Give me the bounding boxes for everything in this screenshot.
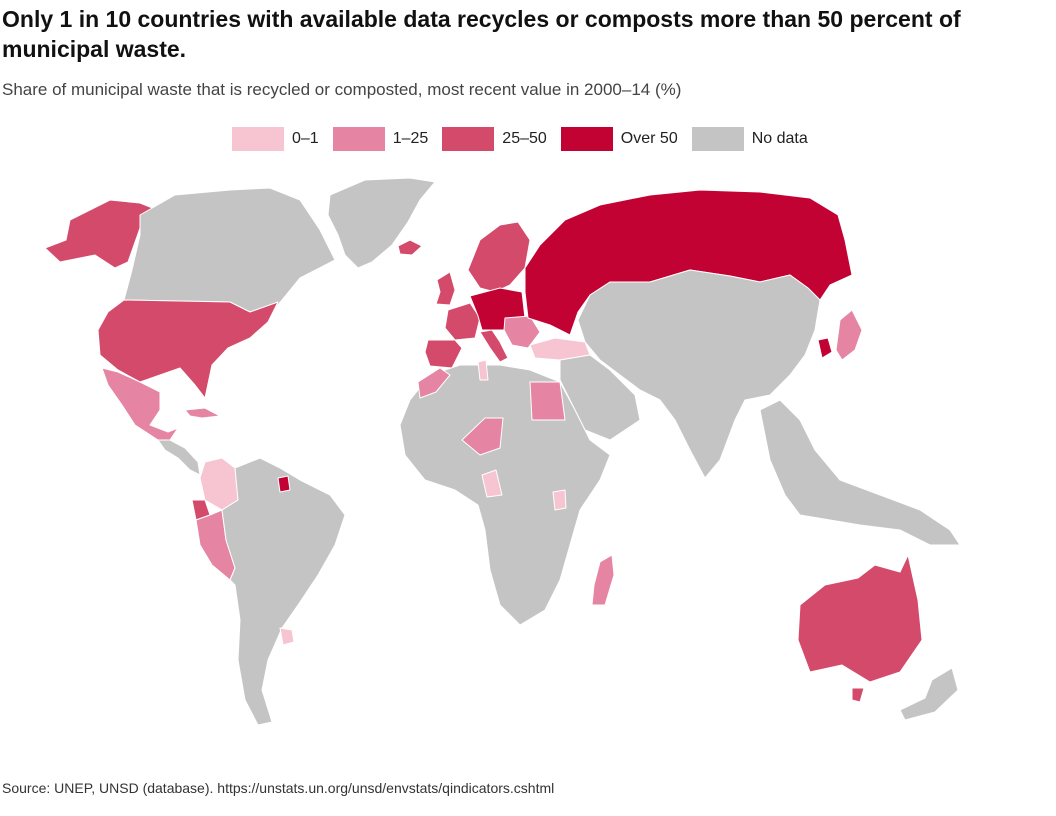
source-note: Source: UNEP, UNSD (database). https://u… — [2, 780, 555, 796]
legend-item-over-50: Over 50 — [560, 127, 678, 151]
region-asia-other — [577, 269, 821, 479]
region-africa-other — [399, 364, 611, 626]
region-iberia — [424, 339, 463, 369]
region-middle-east — [559, 354, 641, 441]
legend: 0–1 1–25 25–50 Over 50 No data — [232, 127, 822, 151]
region-new-zealand — [899, 667, 959, 721]
world-map — [44, 177, 961, 726]
region-south-america-other — [221, 457, 346, 726]
legend-swatch — [560, 127, 613, 151]
region-scandinavia — [467, 221, 531, 293]
region-united-states — [97, 299, 279, 399]
region-alaska — [44, 199, 166, 269]
region-madagascar — [591, 554, 615, 606]
legend-swatch — [691, 127, 744, 151]
legend-item-no-data: No data — [691, 127, 808, 151]
legend-label: 0–1 — [292, 130, 319, 147]
region-japan — [835, 309, 863, 361]
region-italy — [479, 329, 509, 363]
region-uruguay — [279, 627, 295, 646]
region-french-guiana — [277, 475, 291, 493]
region-united-kingdom — [435, 271, 456, 306]
legend-label: 1–25 — [392, 130, 429, 147]
legend-label: No data — [751, 130, 808, 147]
region-australia — [797, 554, 923, 683]
region-cuba — [184, 407, 221, 419]
chart-title: Only 1 in 10 countries with available da… — [2, 6, 961, 62]
legend-label: 25–50 — [502, 130, 547, 147]
legend-label: Over 50 — [620, 130, 678, 147]
legend-item-25-50: 25–50 — [442, 127, 547, 151]
region-tasmania — [851, 687, 865, 703]
region-iceland — [397, 239, 423, 256]
region-canada — [123, 187, 336, 313]
region-tunisia — [477, 359, 489, 381]
legend-item-1-25: 1–25 — [332, 127, 429, 151]
region-central-america — [157, 439, 201, 476]
region-western-europe — [444, 302, 481, 341]
region-niger — [461, 417, 504, 456]
region-uganda — [552, 489, 567, 511]
legend-item-0-1: 0–1 — [232, 127, 319, 151]
legend-swatch — [232, 127, 284, 151]
region-greenland — [327, 177, 436, 269]
region-egypt — [529, 381, 566, 421]
region-morocco — [417, 367, 451, 399]
region-southeast-asia — [759, 399, 961, 546]
legend-swatch — [332, 127, 385, 151]
region-mexico — [101, 367, 179, 441]
chart-subtitle: Share of municipal waste that is recycle… — [2, 80, 682, 99]
legend-swatch — [442, 127, 495, 151]
region-korea — [817, 337, 833, 359]
region-cameroon — [481, 469, 503, 498]
